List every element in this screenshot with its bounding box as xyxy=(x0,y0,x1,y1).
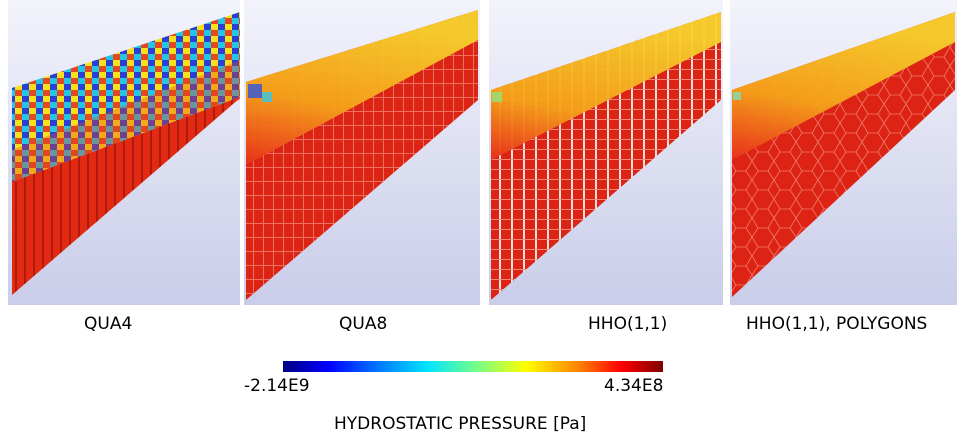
qua4-plot xyxy=(8,0,240,305)
colorbar-title: HYDROSTATIC PRESSURE [Pa] xyxy=(334,414,587,434)
qua4-checkerboard-region xyxy=(12,12,240,182)
hho-polygons-plot xyxy=(730,0,957,305)
hho-polygons-high-pressure-region xyxy=(732,12,955,160)
pressure-colorbar xyxy=(283,361,663,372)
hho-plot xyxy=(489,0,723,305)
panel-hho xyxy=(489,0,723,305)
label-hho-polygons: HHO(1,1), POLYGONS xyxy=(746,314,928,334)
qua8-high-pressure-region xyxy=(246,10,478,165)
panel-qua8 xyxy=(244,0,480,305)
panel-hho-polygons xyxy=(730,0,957,305)
qua4-lower-region xyxy=(12,97,240,295)
panel-qua4 xyxy=(8,0,240,305)
colorbar-min-label: -2.14E9 xyxy=(244,376,310,396)
colorbar-max-label: 4.34E8 xyxy=(604,376,664,396)
label-hho: HHO(1,1) xyxy=(588,314,668,334)
hho-high-pressure-region xyxy=(491,12,721,160)
qua8-plot xyxy=(244,0,480,305)
label-qua4: QUA4 xyxy=(84,314,133,334)
label-qua8: QUA8 xyxy=(339,314,388,334)
